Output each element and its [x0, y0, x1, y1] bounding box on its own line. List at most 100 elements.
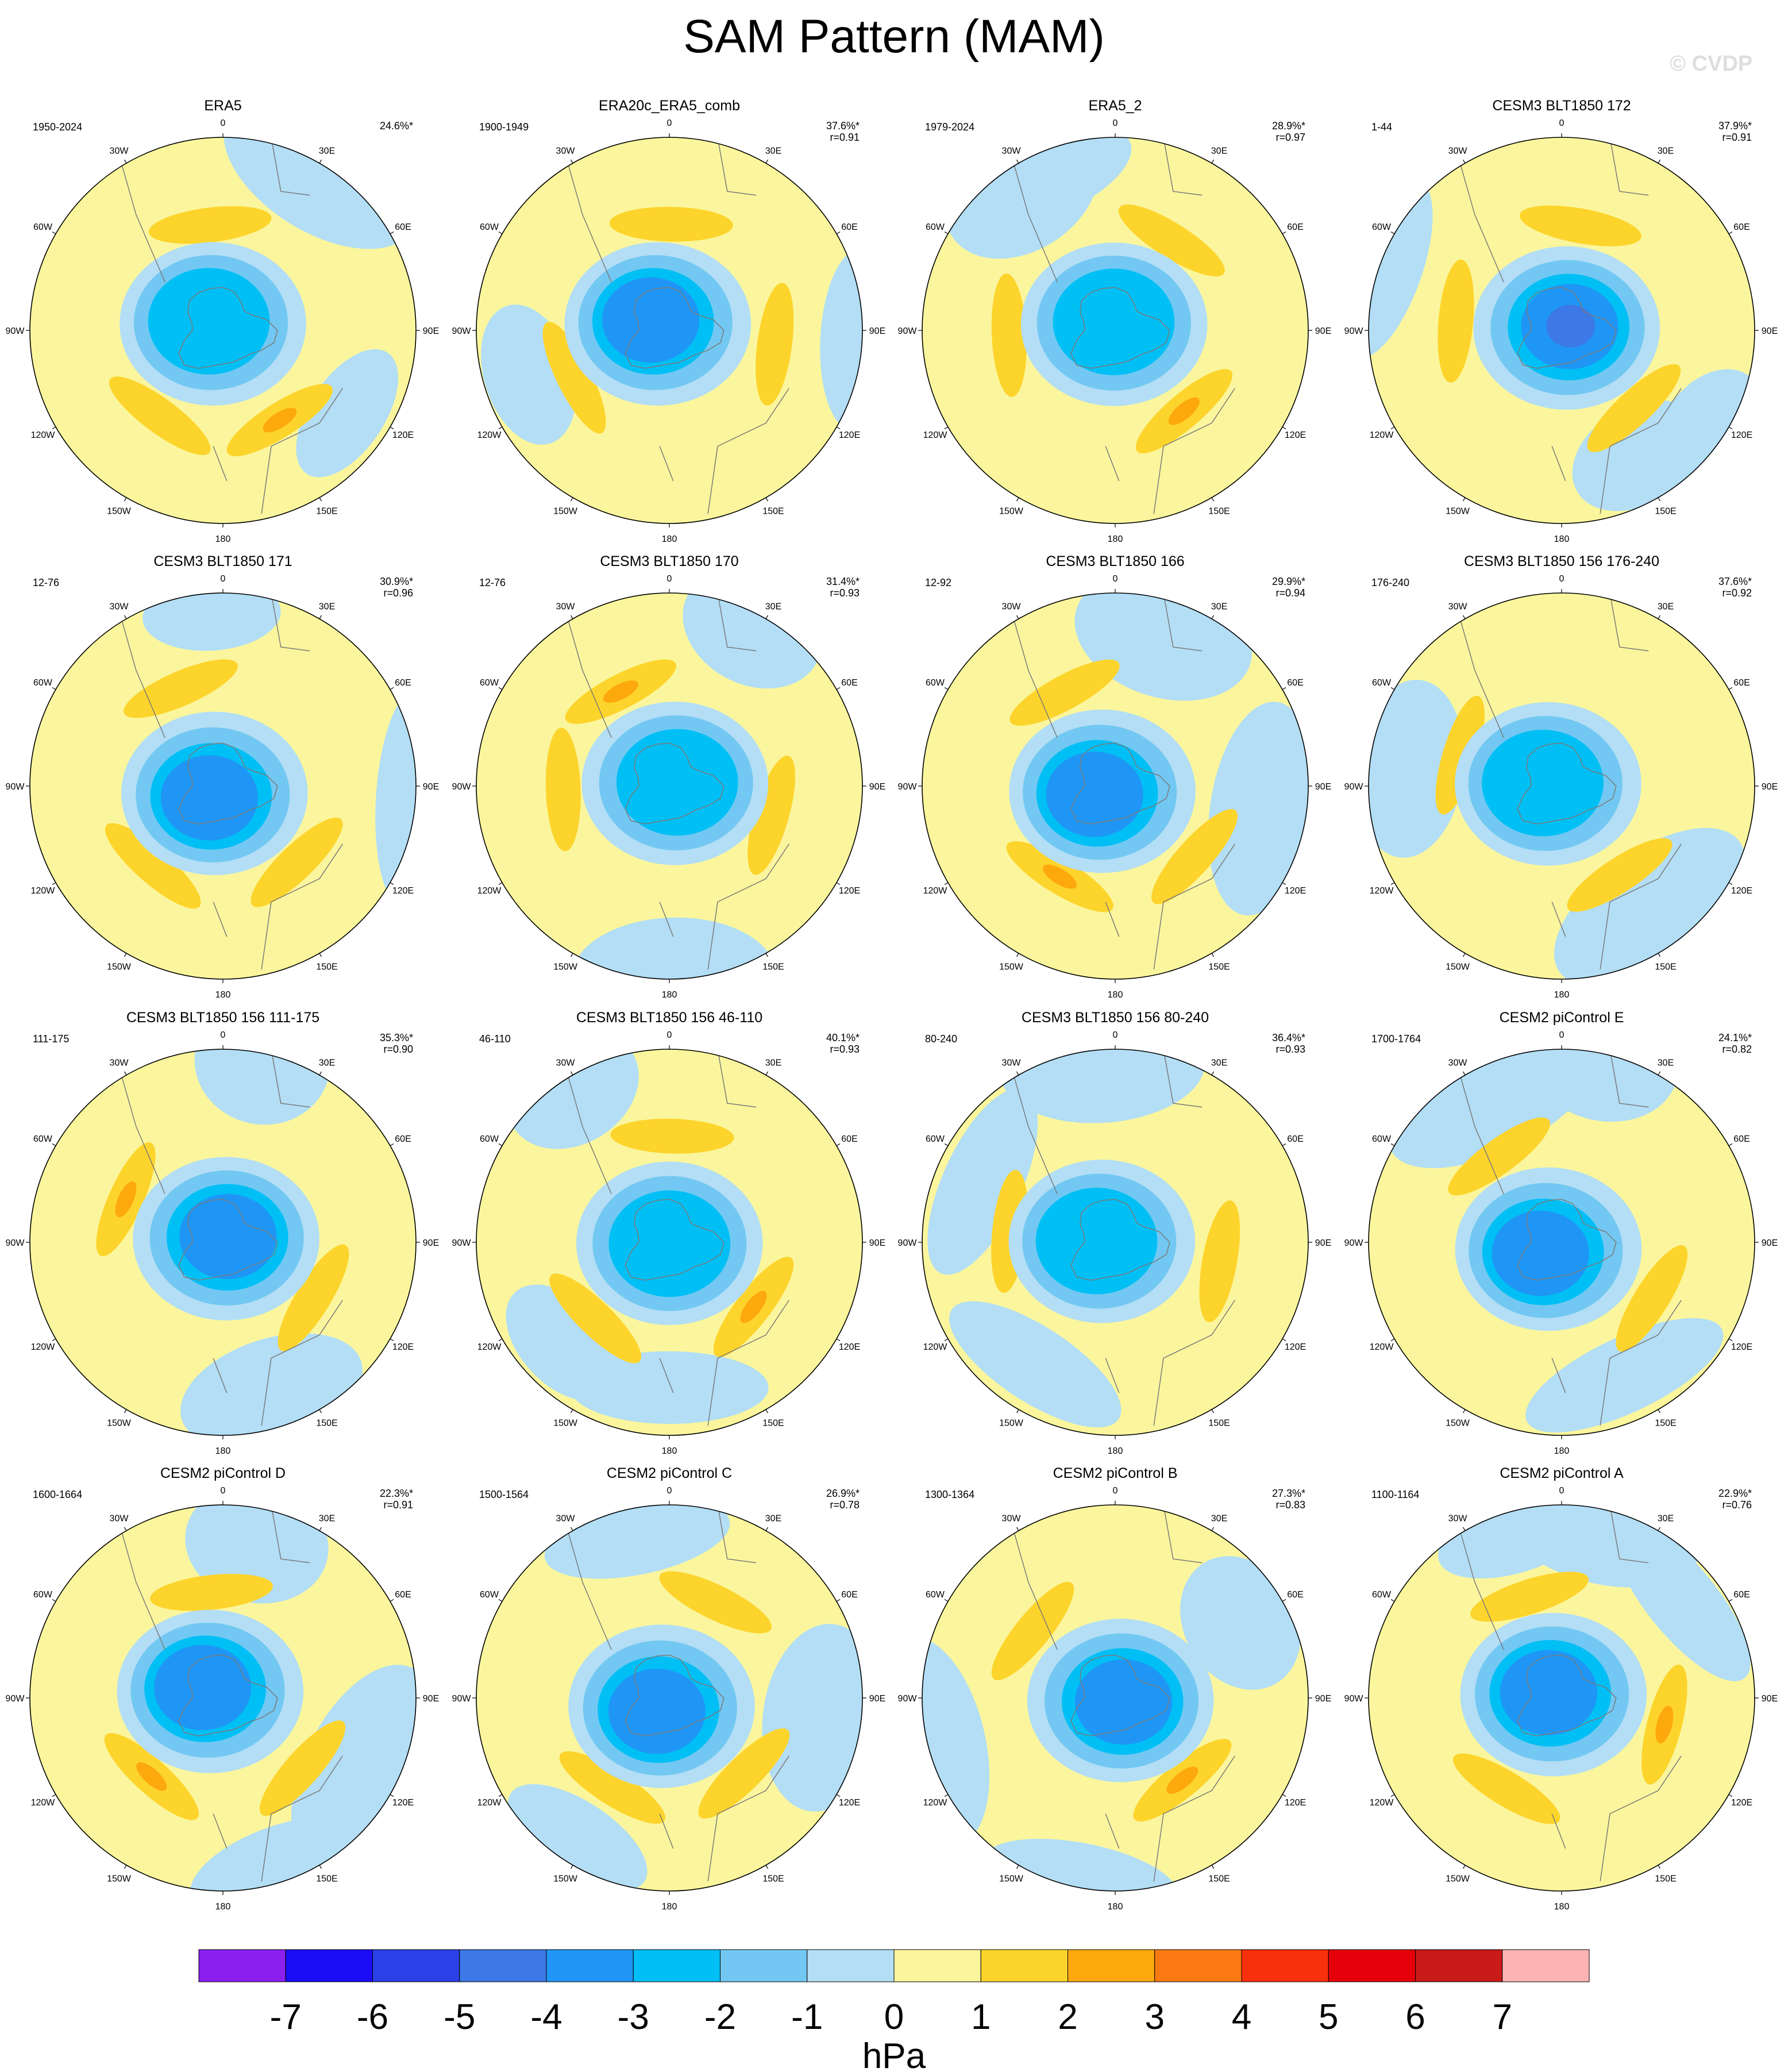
panel-years: 1979-2024 [925, 121, 974, 133]
lon-label: 0 [221, 574, 226, 584]
lon-tick [1390, 687, 1395, 690]
field-contour-pos [1452, 1753, 1560, 1824]
lon-tick [390, 231, 394, 234]
australia-coastline [1600, 388, 1682, 514]
new-zealand-coastline [659, 1358, 674, 1393]
lon-label: 30W [1448, 146, 1468, 156]
lon-label: 120W [477, 1798, 502, 1808]
panel-title: CESM3 BLT1850 156 176-240 [1464, 553, 1659, 569]
panel-correlation: r=0.76 [1722, 1499, 1752, 1511]
lon-tick [1282, 231, 1286, 234]
lon-label: 90W [898, 782, 918, 792]
lon-tick [765, 1409, 769, 1414]
lon-tick [498, 1143, 503, 1146]
lon-tick [1658, 1409, 1661, 1414]
lon-label: 120W [31, 430, 56, 440]
australia-coastline [707, 388, 789, 514]
lon-tick [944, 231, 949, 234]
lon-label: 90W [1344, 326, 1364, 336]
lon-label: 150E [1655, 507, 1676, 517]
lon-label: 60E [395, 1134, 411, 1144]
lon-tick [836, 687, 841, 690]
map-panel: 0 30E 60E 90E 120E 150E 180 150W 120W 90W 60W 30W CE… [6, 1465, 440, 1912]
panel-title: CESM2 piControl E [1500, 1010, 1624, 1026]
lon-tick [390, 687, 394, 690]
lon-tick [498, 1794, 503, 1797]
lon-label: 120W [1370, 1342, 1394, 1352]
antarctica-coastline [1517, 1654, 1617, 1736]
lon-label: 0 [667, 1486, 672, 1496]
lon-label: 30W [110, 1513, 129, 1523]
lon-tick [836, 1794, 841, 1797]
lon-tick [1728, 687, 1733, 690]
panel-correlation: r=0.92 [1722, 587, 1752, 599]
south-america-coastline [116, 1514, 165, 1650]
field-contour-neg [296, 349, 398, 477]
africa-coastline [271, 1049, 310, 1108]
lon-label: 180 [1108, 990, 1123, 1000]
lon-tick [570, 615, 573, 619]
lon-label: 60E [841, 1590, 857, 1600]
lon-tick [390, 1794, 394, 1797]
panel-title: CESM3 BLT1850 166 [1046, 553, 1184, 569]
new-zealand-coastline [1105, 1813, 1120, 1849]
panel-variance: 40.1%* [826, 1032, 860, 1043]
lon-label: 30E [319, 602, 335, 611]
lon-label: 180 [662, 1446, 677, 1456]
lon-tick [52, 687, 56, 690]
lon-label: 180 [215, 990, 231, 1000]
field-contour-neg [608, 1190, 731, 1297]
lon-label: 0 [667, 574, 672, 584]
lon-label: 90E [869, 782, 885, 792]
panel-correlation: r=0.94 [1276, 587, 1305, 599]
panel-correlation: r=0.93 [1276, 1043, 1305, 1055]
africa-coastline [1609, 593, 1649, 652]
panel-title: CESM3 BLT1850 156 46-110 [576, 1010, 762, 1026]
field-contour-neg [1046, 752, 1143, 837]
lon-label: 60E [1733, 222, 1750, 232]
lon-label: 150W [107, 962, 132, 972]
south-america-coastline [116, 602, 165, 738]
panel-years: 1900-1949 [479, 121, 529, 133]
lon-label: 120W [31, 886, 56, 896]
lon-tick [1016, 497, 1019, 502]
new-zealand-coastline [659, 446, 674, 482]
panel-title: ERA20c_ERA5_comb [599, 98, 740, 114]
lon-label: 150E [316, 962, 337, 972]
panel-years: 12-92 [925, 577, 951, 588]
field-contour-pos [549, 1273, 642, 1364]
panel-years: 1700-1764 [1371, 1033, 1421, 1045]
lon-tick [1658, 953, 1661, 957]
field-contour-pos [124, 659, 238, 718]
lon-label: 30W [556, 146, 576, 156]
lon-label: 180 [662, 990, 677, 1000]
field-contour-neg [179, 1193, 277, 1280]
lon-tick [570, 1409, 573, 1414]
lon-tick [498, 1338, 503, 1342]
lon-tick [498, 882, 503, 885]
lon-label: 90E [869, 1694, 885, 1704]
lon-tick [498, 687, 503, 690]
lon-label: 60E [1733, 678, 1750, 688]
field-contour-pos [251, 817, 343, 907]
lon-label: 150E [1655, 1419, 1676, 1428]
lon-label: 60W [1372, 1590, 1392, 1600]
field-contour-neg [1525, 1318, 1724, 1433]
lon-tick [390, 1143, 394, 1146]
lon-tick [1016, 1527, 1019, 1531]
field-contour-pos [1118, 204, 1225, 277]
australia-coastline [1600, 1755, 1682, 1882]
field-contour-neg [571, 917, 776, 979]
panel-correlation: r=0.78 [830, 1499, 860, 1511]
lon-tick [1390, 426, 1395, 430]
field-contour-pos-strong [740, 1291, 767, 1323]
africa-coastline [1609, 1049, 1649, 1108]
lon-label: 150E [1208, 507, 1230, 517]
field-contour-pos [542, 322, 606, 434]
lon-label: 30W [1448, 1058, 1468, 1068]
lon-label: 0 [1113, 574, 1118, 584]
lon-label: 180 [662, 534, 677, 544]
lon-label: 150E [1208, 1419, 1230, 1428]
lon-tick [124, 953, 127, 957]
lon-label: 60E [395, 678, 411, 688]
